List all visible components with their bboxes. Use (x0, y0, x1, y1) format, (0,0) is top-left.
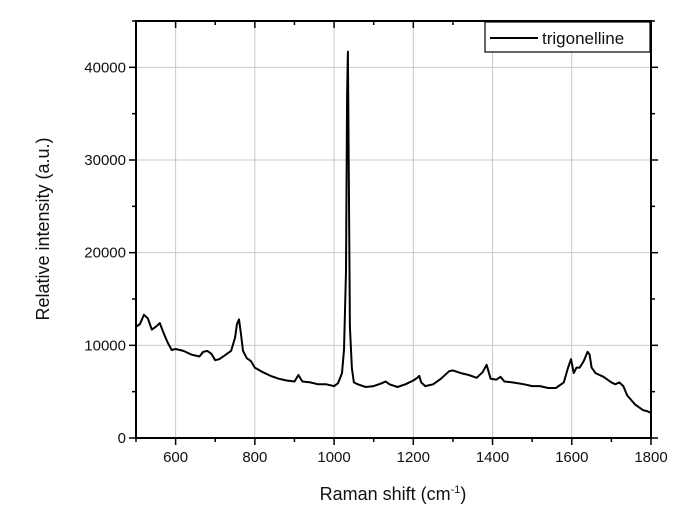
plot-frame (135, 20, 652, 439)
y-tick-label: 0 (118, 430, 126, 447)
x-tick-label: 600 (163, 449, 188, 466)
y-tick-label: 40000 (84, 59, 126, 76)
x-axis-title: Raman shift (cm-1) (320, 484, 467, 504)
grid-lines (136, 21, 651, 438)
x-tick-label: 1400 (476, 449, 509, 466)
x-tick-label: 1600 (555, 449, 588, 466)
legend-label: trigonelline (542, 29, 624, 48)
x-tick-label: 800 (242, 449, 267, 466)
series-line-trigonelline (135, 50, 652, 414)
legend: trigonelline (484, 21, 651, 53)
x-tick-label: 1200 (397, 449, 430, 466)
y-tick-label: 20000 (84, 245, 126, 262)
y-tick-label: 10000 (84, 337, 126, 354)
x-axis-ticks: 600 800 1000 1200 1400 1600 1800 (135, 21, 668, 466)
y-tick-label: 30000 (84, 152, 126, 169)
x-tick-label: 1000 (317, 449, 350, 466)
series-layer (135, 50, 652, 414)
y-axis-ticks: 0 10000 20000 30000 40000 (84, 20, 658, 447)
x-tick-label: 1800 (634, 449, 667, 466)
y-axis-title: Relative intensity (a.u.) (33, 137, 53, 320)
